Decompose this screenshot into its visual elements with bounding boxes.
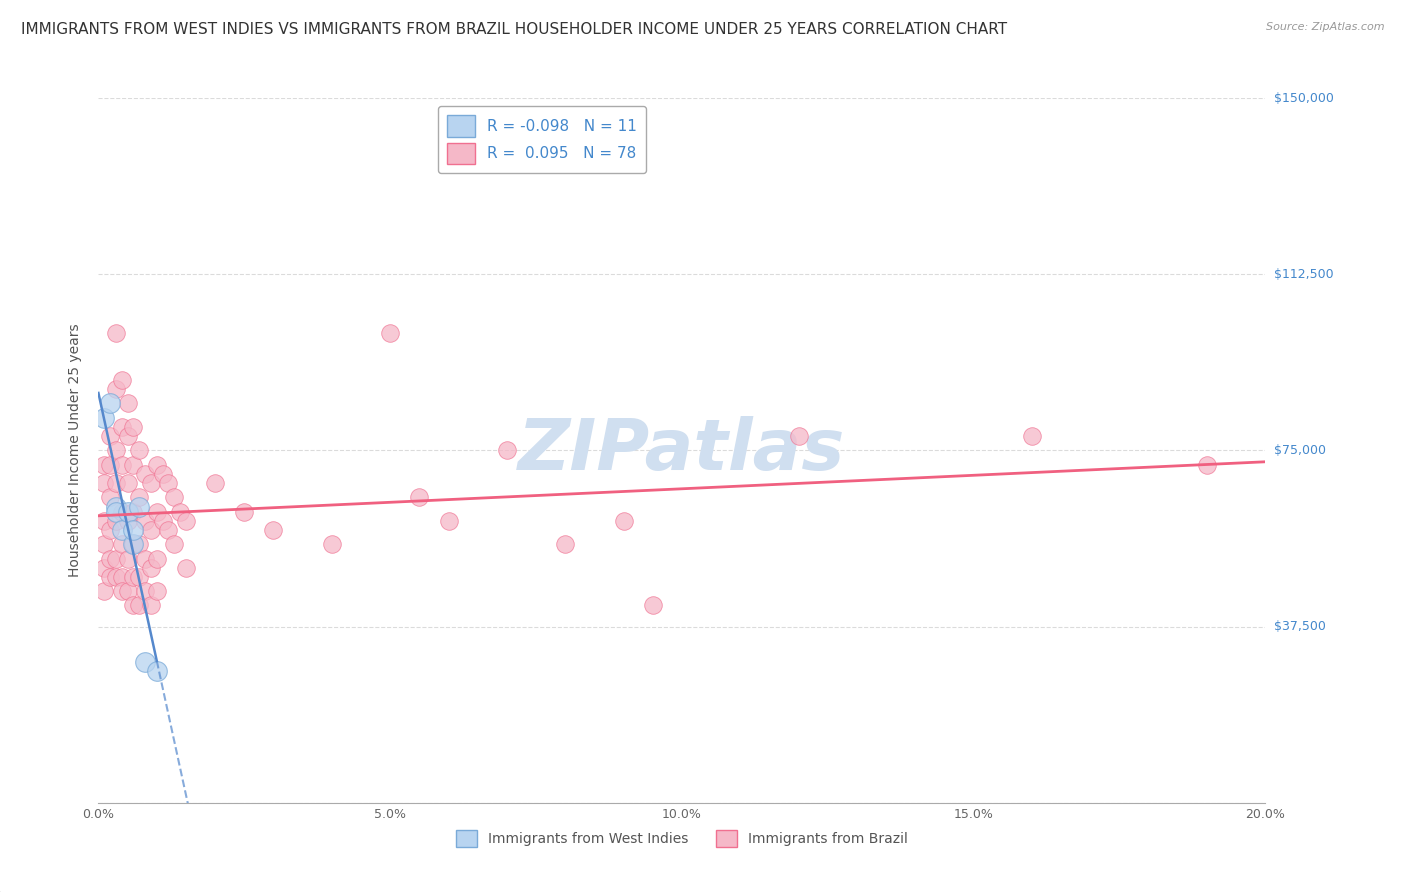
Point [111,524,134,538]
Point [122,537,145,551]
Point [139,524,162,538]
Point [233,504,256,518]
Point [111,373,134,387]
Point [122,537,145,551]
Point [104,500,127,514]
Point [93,584,115,599]
Point [117,504,139,518]
Point [93,514,115,528]
Point [98,458,121,472]
Point [117,514,139,528]
Point [139,599,162,613]
Point [93,476,115,491]
Point [134,467,156,481]
Point [787,429,810,443]
Point [122,458,145,472]
Point [152,514,174,528]
Text: $37,500: $37,500 [1274,620,1326,633]
Point [104,383,127,397]
Point [93,537,115,551]
Point [117,429,139,443]
Point [1195,458,1218,472]
Point [146,458,169,472]
Point [134,655,156,669]
Text: $112,500: $112,500 [1274,268,1333,281]
Text: Source: ZipAtlas.com: Source: ZipAtlas.com [1267,22,1385,32]
Point [612,514,634,528]
Point [111,420,134,434]
Point [146,584,169,599]
Point [139,476,162,491]
Point [122,420,145,434]
Point [104,476,127,491]
Text: $75,000: $75,000 [1274,444,1326,457]
Point [98,429,121,443]
Point [128,491,150,505]
Point [117,476,139,491]
Point [554,537,576,551]
Point [122,524,145,538]
Point [204,476,226,491]
Point [128,537,150,551]
Point [93,561,115,575]
Text: IMMIGRANTS FROM WEST INDIES VS IMMIGRANTS FROM BRAZIL HOUSEHOLDER INCOME UNDER 2: IMMIGRANTS FROM WEST INDIES VS IMMIGRANT… [21,22,1007,37]
Point [496,443,519,458]
Point [111,504,134,518]
Point [146,665,169,679]
Point [163,491,186,505]
Point [104,326,127,340]
Point [408,491,430,505]
Point [146,504,169,518]
Text: $150,000: $150,000 [1274,92,1334,104]
Point [128,443,150,458]
Legend: Immigrants from West Indies, Immigrants from Brazil: Immigrants from West Indies, Immigrants … [450,824,914,852]
Point [128,500,150,514]
Point [641,599,664,613]
Point [104,570,127,584]
Point [157,524,180,538]
Point [122,570,145,584]
Point [134,514,156,528]
Point [111,458,134,472]
Point [1021,429,1043,443]
Point [104,504,127,518]
Point [128,570,150,584]
Point [98,551,121,566]
Point [93,458,115,472]
Point [117,551,139,566]
Point [111,584,134,599]
Point [98,524,121,538]
Point [437,514,460,528]
Point [111,570,134,584]
Point [122,599,145,613]
Text: ZIPatlas: ZIPatlas [519,416,845,485]
Point [139,561,162,575]
Point [174,514,197,528]
Y-axis label: Householder Income Under 25 years: Householder Income Under 25 years [69,324,83,577]
Point [117,584,139,599]
Point [128,599,150,613]
Point [157,476,180,491]
Point [152,467,174,481]
Point [98,491,121,505]
Point [122,504,145,518]
Point [111,537,134,551]
Point [321,537,343,551]
Point [380,326,402,340]
Point [104,443,127,458]
Point [134,551,156,566]
Point [104,551,127,566]
Point [93,410,115,425]
Point [98,570,121,584]
Point [134,584,156,599]
Point [174,561,197,575]
Point [104,514,127,528]
Point [169,504,191,518]
Point [163,537,186,551]
Point [98,396,121,410]
Point [117,396,139,410]
Point [146,551,169,566]
Point [262,524,284,538]
